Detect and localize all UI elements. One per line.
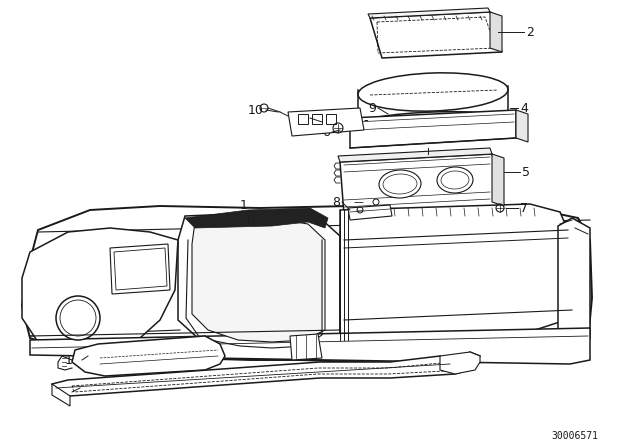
Polygon shape [326,114,336,124]
Text: 5: 5 [522,165,530,178]
Text: 6: 6 [322,125,330,138]
Ellipse shape [358,73,508,111]
Polygon shape [516,110,528,142]
Text: 4: 4 [520,102,528,115]
Polygon shape [558,218,590,350]
Polygon shape [288,108,364,136]
Text: 3: 3 [300,112,308,125]
Polygon shape [370,12,502,58]
Polygon shape [340,204,572,336]
Text: 7: 7 [520,202,528,215]
Polygon shape [368,8,490,18]
Text: 12: 12 [54,385,70,399]
Text: 2: 2 [526,26,534,39]
Polygon shape [192,218,325,342]
Polygon shape [22,204,592,364]
Text: 11: 11 [64,353,80,366]
Polygon shape [490,12,502,52]
Text: 30006571: 30006571 [551,431,598,441]
Text: 10: 10 [248,103,264,116]
Polygon shape [185,208,328,228]
Ellipse shape [437,167,473,193]
Polygon shape [440,352,480,374]
Polygon shape [338,148,492,162]
Text: 9: 9 [368,102,376,115]
Polygon shape [22,228,178,346]
Ellipse shape [379,170,421,198]
Text: 8: 8 [332,195,340,208]
Polygon shape [340,154,504,215]
Polygon shape [72,336,225,376]
Polygon shape [110,244,170,294]
Polygon shape [52,352,480,396]
Polygon shape [30,328,590,364]
Polygon shape [290,334,322,360]
Polygon shape [312,114,322,124]
Text: 1: 1 [240,199,248,212]
Text: —: — [354,197,364,207]
Polygon shape [492,154,504,206]
Polygon shape [298,114,308,124]
Circle shape [56,296,100,340]
Ellipse shape [358,112,508,132]
Polygon shape [348,205,392,220]
Polygon shape [350,110,516,148]
Polygon shape [178,212,340,350]
Polygon shape [52,384,70,406]
